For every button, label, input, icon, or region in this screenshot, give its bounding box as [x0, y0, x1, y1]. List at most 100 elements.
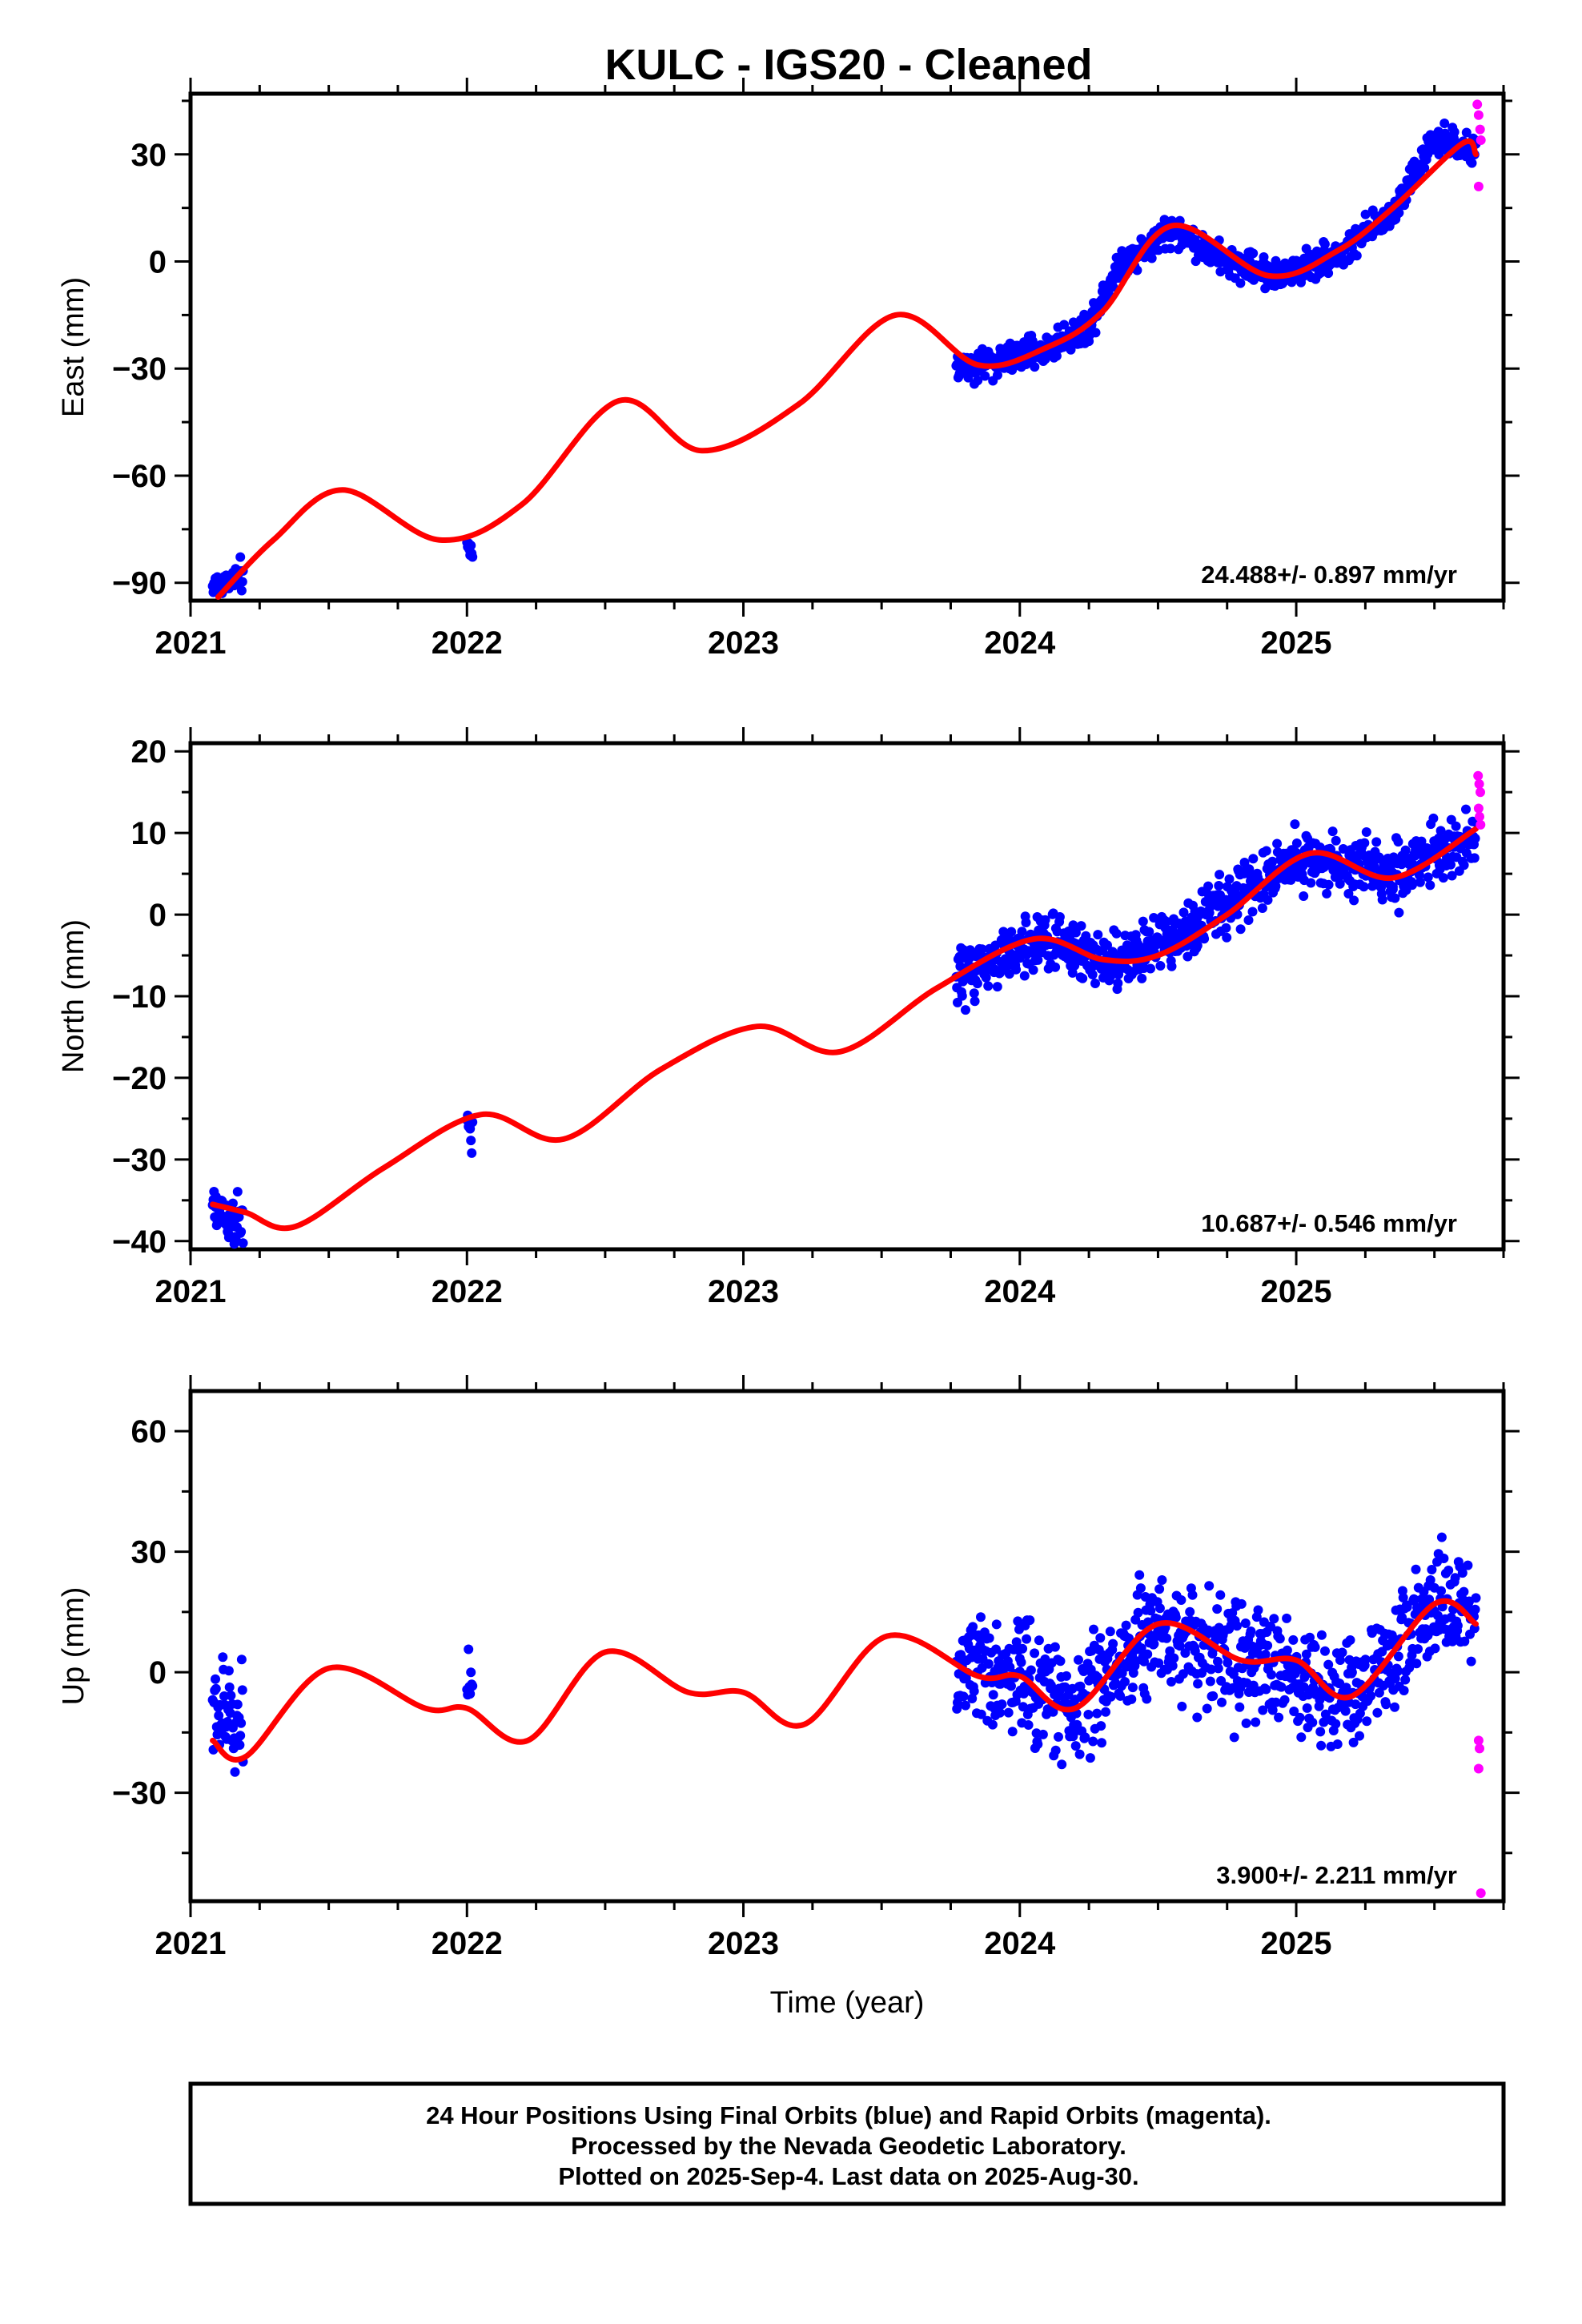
final-orbit-point	[1111, 928, 1122, 939]
x-tick-label: 2023	[708, 1926, 779, 1961]
final-orbit-point	[1159, 215, 1170, 225]
final-orbit-point	[1400, 845, 1411, 855]
final-orbit-point	[1315, 842, 1325, 852]
final-orbit-point	[1142, 1694, 1152, 1704]
final-orbit-point	[1240, 1618, 1251, 1628]
north-panel: 2021 2022 2023 2024 2025 −40 −30 −20 −10 0 10 20 Nor…	[57, 727, 1520, 1309]
final-orbit-point	[1327, 826, 1338, 837]
final-orbit-point	[1320, 1709, 1331, 1719]
final-orbit-point	[1393, 1651, 1403, 1662]
final-orbit-point	[1208, 1691, 1219, 1701]
final-orbit-point	[1074, 1749, 1085, 1759]
final-orbit-point	[1146, 1606, 1156, 1616]
final-orbit-point	[1434, 150, 1444, 159]
final-orbit-point	[976, 1709, 986, 1719]
final-orbit-point	[1424, 1594, 1435, 1605]
final-orbit-point	[1390, 1702, 1399, 1712]
final-orbit-point	[1138, 916, 1148, 927]
plot-frame	[188, 1389, 1506, 1904]
x-tick-label: 2021	[155, 1926, 227, 1961]
final-orbit-point	[1007, 1727, 1018, 1737]
final-orbit-point	[1048, 1707, 1058, 1717]
final-orbit-point	[1087, 970, 1098, 979]
final-orbit-point	[1235, 924, 1246, 935]
final-orbit-point	[1427, 1565, 1437, 1574]
rapid-orbit-point	[1476, 787, 1485, 798]
final-orbit-point	[230, 1767, 240, 1777]
final-orbit-point	[468, 1681, 478, 1691]
final-orbit-point	[1142, 1649, 1153, 1659]
final-orbit-point	[961, 1700, 970, 1711]
final-orbit-point	[1390, 893, 1400, 903]
final-orbit-point	[1446, 859, 1456, 870]
final-orbit-point	[1306, 878, 1316, 888]
final-orbit-point	[1435, 826, 1446, 836]
final-orbit-point	[1223, 1658, 1233, 1668]
y-tick-label: −40	[112, 1224, 167, 1260]
final-orbit-point	[1272, 838, 1283, 849]
final-orbit-point	[1046, 1680, 1056, 1691]
y-tick-label: 20	[131, 734, 167, 770]
final-orbit-point	[1011, 964, 1022, 975]
final-orbit-point	[1347, 1667, 1357, 1678]
x-tick-label: 2024	[984, 1274, 1056, 1309]
velocity-label: 24.488+/- 0.897 mm/yr	[1201, 561, 1457, 589]
x-tick-label: 2025	[1261, 1926, 1332, 1961]
x-tick-label: 2022	[432, 1926, 503, 1961]
final-orbit-point	[965, 945, 975, 955]
final-orbit-point	[467, 1148, 477, 1158]
final-orbit-point	[1366, 1691, 1376, 1701]
final-orbit-point	[1205, 1676, 1215, 1687]
final-orbit-point	[1185, 1606, 1195, 1617]
x-tick-label: 2025	[1261, 1274, 1332, 1309]
final-orbit-point	[1170, 1612, 1181, 1622]
final-orbit-point	[982, 965, 992, 975]
final-orbit-point	[1019, 971, 1030, 981]
final-orbit-point	[1449, 127, 1460, 137]
final-orbit-point	[1461, 127, 1472, 138]
final-orbit-point	[1085, 1753, 1095, 1763]
final-orbit-point	[465, 1689, 476, 1699]
final-orbit-point	[1080, 1732, 1090, 1743]
final-orbit-point	[961, 1005, 970, 1015]
y-axis-label: East (mm)	[57, 277, 90, 417]
rapid-orbit-point	[1472, 99, 1483, 110]
final-orbit-point	[1315, 1727, 1326, 1737]
final-orbit-point	[1275, 1634, 1285, 1644]
final-orbit-point	[1089, 1624, 1098, 1634]
final-orbit-point	[1430, 1643, 1440, 1654]
final-orbit-point	[1394, 207, 1404, 218]
final-orbit-point	[1335, 1655, 1345, 1665]
final-orbit-point	[1088, 1736, 1098, 1747]
final-orbit-point	[1054, 1731, 1063, 1742]
y-tick-label: 0	[149, 1655, 167, 1691]
final-orbit-point	[1017, 927, 1027, 937]
final-orbit-point	[1202, 1703, 1212, 1714]
final-orbit-point	[977, 944, 987, 955]
final-orbit-point	[232, 1187, 243, 1197]
final-orbit-point	[1439, 1554, 1449, 1563]
final-orbit-point	[1305, 1632, 1315, 1642]
final-orbit-point	[466, 1667, 476, 1678]
rapid-orbit-point	[1473, 803, 1484, 814]
final-orbit-point	[1337, 1647, 1347, 1658]
final-orbit-point	[1323, 879, 1334, 890]
final-orbit-point	[1362, 1716, 1372, 1727]
final-orbit-point	[1176, 1595, 1186, 1605]
final-orbit-point	[1348, 1737, 1359, 1747]
final-orbit-point	[1258, 1705, 1268, 1715]
final-orbit-point	[1067, 967, 1078, 978]
final-orbit-point	[235, 1731, 246, 1741]
final-orbit-point	[1083, 1710, 1094, 1719]
final-orbit-point	[1115, 1691, 1126, 1701]
final-orbit-point	[976, 1612, 986, 1622]
final-orbit-point	[1146, 963, 1155, 974]
plot-area	[207, 804, 1481, 1249]
final-orbit-point	[1054, 912, 1065, 922]
final-orbit-point	[1006, 927, 1017, 937]
final-orbit-point	[1393, 837, 1403, 847]
footer-box	[188, 2081, 1506, 2206]
model-fit-line	[210, 826, 1479, 1232]
final-orbit-point	[237, 1685, 247, 1695]
